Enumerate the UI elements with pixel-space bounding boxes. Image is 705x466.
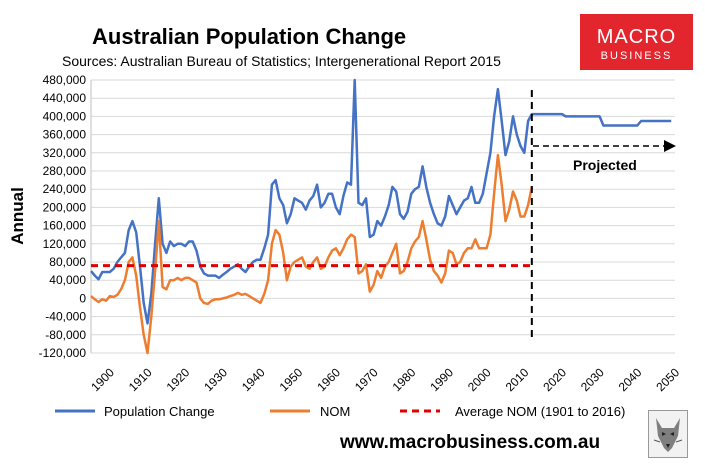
chart-title: Australian Population Change [92, 24, 407, 49]
legend-label: NOM [320, 404, 350, 419]
gridlines [91, 79, 675, 354]
x-tick-label: 1930 [201, 365, 230, 394]
x-tick-label: 2050 [653, 365, 682, 394]
x-axis-ticks: 1900 1910 1920 1930 1940 1950 1960 1970 1980 1990… [88, 365, 682, 394]
chart-subtitle: Sources: Australian Bureau of Statistics… [62, 53, 501, 69]
y-tick-label: 440,000 [43, 91, 87, 105]
series-lines [90, 78, 672, 355]
legend-label: Average NOM (1901 to 2016) [455, 404, 625, 419]
x-tick-label: 1920 [164, 365, 193, 394]
x-tick-label: 2040 [616, 365, 645, 394]
logo-text-top: MACRO [596, 26, 677, 48]
y-tick-label: 120,000 [43, 237, 87, 251]
y-tick-label: 80,000 [49, 255, 86, 269]
x-tick-label: 2010 [503, 365, 532, 394]
x-tick-label: 1900 [88, 365, 117, 394]
x-tick-label: 1950 [277, 365, 306, 394]
x-tick-label: 1940 [239, 365, 268, 394]
y-tick-label: -40,000 [45, 310, 86, 324]
y-axis-label: Annual [8, 187, 27, 245]
x-tick-label: 1980 [390, 365, 419, 394]
y-tick-label: 320,000 [43, 146, 87, 160]
legend-label: Population Change [104, 404, 215, 419]
y-tick-label: 280,000 [43, 164, 87, 178]
y-axis-ticks: 480,000 440,000 400,000 360,000 320,000 280,0… [39, 73, 87, 360]
x-tick-label: 1910 [126, 365, 155, 394]
legend: Population Change NOM Average NOM (1901 to… [55, 404, 625, 419]
y-tick-label: 480,000 [43, 73, 87, 87]
x-tick-label: 1990 [427, 365, 456, 394]
y-tick-label: 360,000 [43, 128, 87, 142]
x-tick-label: 2020 [540, 365, 569, 394]
logo-text-bottom: BUSINESS [600, 50, 673, 62]
y-tick-label: 240,000 [43, 182, 87, 196]
y-tick-label: 160,000 [43, 219, 87, 233]
macrobusiness-logo: MACRO BUSINESS [580, 14, 693, 70]
y-tick-label: 200,000 [43, 200, 87, 214]
projected-label: Projected [573, 157, 637, 173]
population-change-line [90, 78, 672, 325]
wolf-logo-icon [648, 410, 688, 458]
projection-arrow [533, 140, 676, 152]
y-tick-label: 400,000 [43, 109, 87, 123]
x-tick-label: 2030 [578, 365, 607, 394]
y-tick-label: 40,000 [49, 273, 86, 287]
footer-url: www.macrobusiness.com.au [340, 432, 601, 453]
y-tick-label: -80,000 [45, 328, 86, 342]
x-tick-label: 1960 [314, 365, 343, 394]
nom-line [90, 153, 534, 355]
y-tick-label: 0 [79, 291, 86, 305]
x-tick-label: 2000 [465, 365, 494, 394]
y-tick-label: -120,000 [39, 346, 87, 360]
x-tick-label: 1970 [352, 365, 381, 394]
